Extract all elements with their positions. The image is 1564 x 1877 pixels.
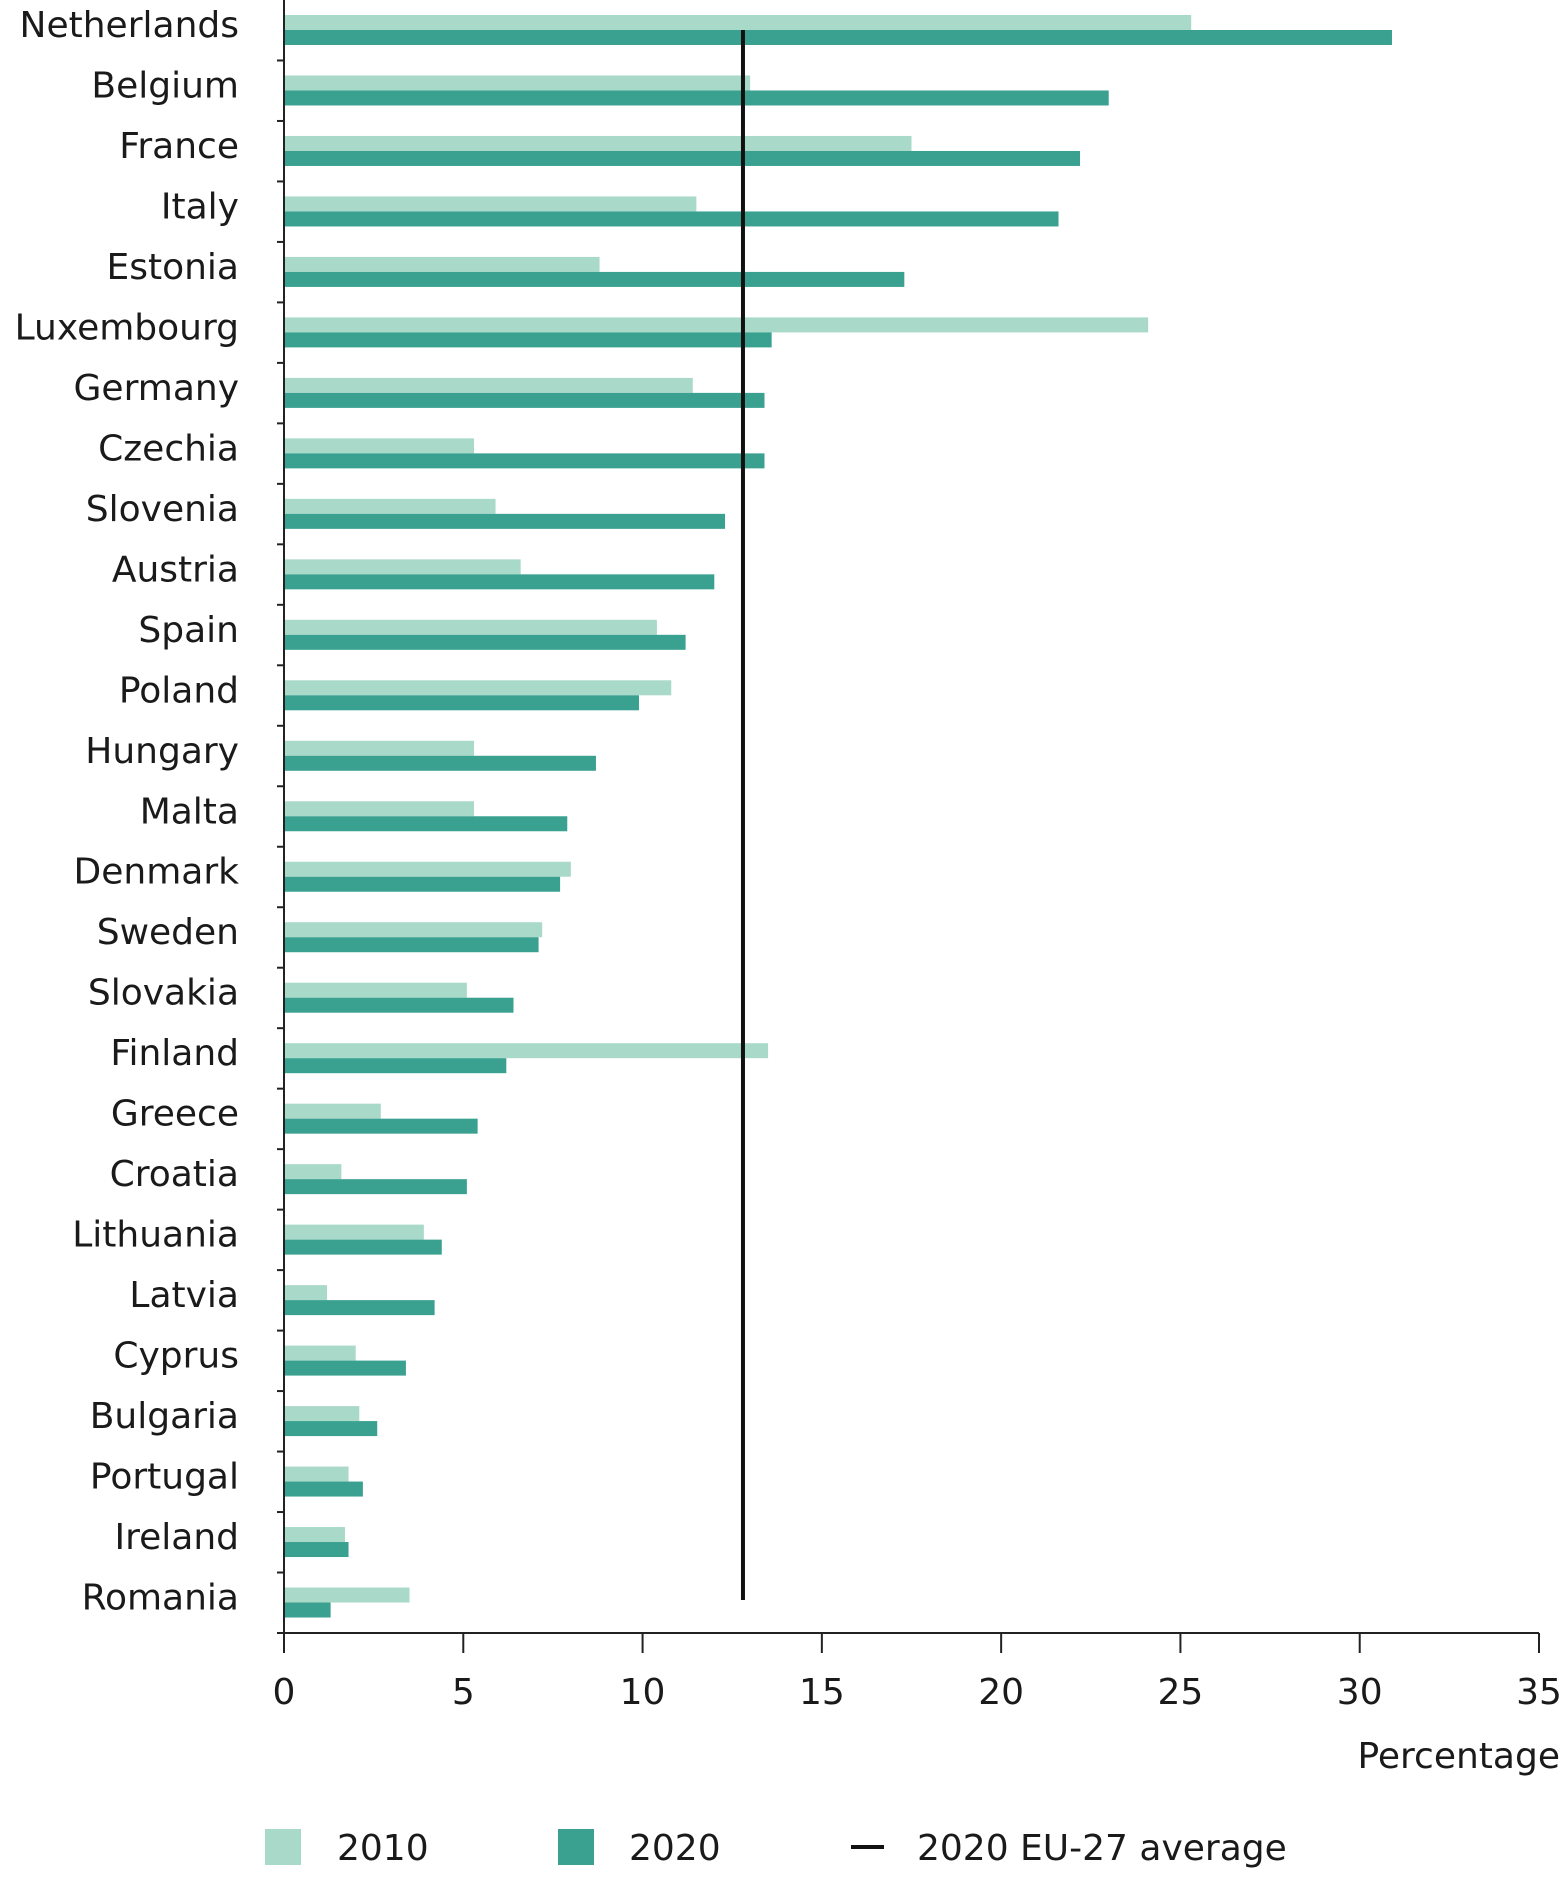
category-label: France (119, 126, 239, 167)
category-label: Denmark (74, 852, 240, 893)
legend-label-eu-average: 2020 EU-27 average (917, 1828, 1287, 1869)
bar-2010-malta (284, 801, 475, 817)
bar-2020-czechia (284, 453, 765, 469)
category-label: Sweden (97, 912, 239, 953)
bar-2010-luxembourg (284, 317, 1149, 333)
bar-2010-denmark (284, 861, 571, 877)
bar-2010-latvia (284, 1285, 328, 1301)
bar-2020-poland (284, 695, 639, 711)
bar-2010-belgium (284, 75, 751, 91)
bar-2020-denmark (284, 876, 561, 892)
bar-2020-belgium (284, 90, 1109, 106)
bar-2020-finland (284, 1058, 507, 1074)
category-label: Lithuania (72, 1215, 239, 1256)
bar-2020-hungary (284, 755, 596, 771)
bar-2010-sweden (284, 922, 543, 938)
category-label: Hungary (85, 731, 239, 772)
bar-2020-malta (284, 816, 568, 832)
bar-2020-estonia (284, 271, 905, 287)
bar-2010-poland (284, 680, 672, 696)
bar-2010-spain (284, 619, 657, 635)
x-tick-label: 10 (620, 1672, 666, 1713)
bar-2010-ireland (284, 1527, 345, 1543)
bar-2010-netherlands (284, 15, 1192, 30)
x-tick-label: 15 (799, 1672, 845, 1713)
legend-swatch-2020 (558, 1829, 594, 1865)
category-label: Greece (111, 1094, 239, 1135)
bar-2020-latvia (284, 1300, 435, 1316)
bar-2020-spain (284, 634, 686, 650)
category-label: Italy (161, 186, 239, 227)
bar-2020-romania (284, 1602, 331, 1618)
x-tick-label: 5 (452, 1672, 475, 1713)
category-label: Luxembourg (15, 307, 239, 348)
bar-2020-greece (284, 1118, 478, 1134)
bar-2010-slovakia (284, 982, 467, 998)
category-label: Slovenia (86, 489, 239, 530)
bar-2020-cyprus (284, 1360, 406, 1376)
x-tick-label: 25 (1158, 1672, 1204, 1713)
category-label: Spain (138, 610, 239, 651)
bar-2010-italy (284, 196, 697, 212)
x-axis-label: Percentage (1357, 1736, 1560, 1777)
bar-2010-lithuania (284, 1224, 424, 1240)
bar-2020-bulgaria (284, 1421, 378, 1437)
category-label: Cyprus (113, 1336, 239, 1377)
x-tick-label: 30 (1337, 1672, 1383, 1713)
category-label: Netherlands (20, 5, 239, 46)
bar-2020-lithuania (284, 1239, 442, 1255)
category-label: Finland (110, 1033, 239, 1074)
bar-2010-bulgaria (284, 1406, 360, 1422)
legend-label-2010: 2010 (337, 1828, 429, 1869)
category-label: Ireland (114, 1517, 239, 1558)
category-label: Slovakia (88, 973, 239, 1014)
bar-2010-finland (284, 1043, 769, 1059)
category-label: Portugal (90, 1457, 239, 1498)
bar-2020-italy (284, 211, 1059, 227)
bar-2020-luxembourg (284, 332, 772, 348)
x-tick-label: 0 (273, 1672, 296, 1713)
bar-2020-germany (284, 392, 765, 408)
legend-label-2020: 2020 (629, 1828, 721, 1869)
bar-2020-sweden (284, 937, 539, 953)
bar-2020-croatia (284, 1179, 467, 1195)
bar-2010-hungary (284, 740, 475, 756)
category-label: Poland (119, 670, 239, 711)
bar-2020-austria (284, 574, 715, 590)
bar-2010-austria (284, 559, 521, 575)
bar-2010-portugal (284, 1466, 349, 1482)
bar-2020-france (284, 150, 1081, 166)
bar-2010-romania (284, 1587, 410, 1603)
category-label: Belgium (91, 65, 239, 106)
x-tick-label: 35 (1516, 1672, 1562, 1713)
bar-2020-netherlands (284, 30, 1392, 45)
bar-2010-germany (284, 377, 693, 393)
bar-2010-estonia (284, 256, 600, 272)
bar-2010-greece (284, 1103, 381, 1119)
bar-2010-france (284, 135, 912, 151)
bar-2010-slovenia (284, 498, 496, 514)
bar-2010-cyprus (284, 1345, 356, 1361)
bar-2020-ireland (284, 1542, 349, 1558)
category-label: Austria (112, 549, 239, 590)
category-label: Latvia (129, 1275, 239, 1316)
bar-2020-portugal (284, 1481, 363, 1497)
category-label: Germany (74, 368, 239, 409)
category-label: Malta (140, 791, 239, 832)
bar-2010-croatia (284, 1164, 342, 1180)
bar-2010-czechia (284, 438, 475, 454)
category-label: Estonia (106, 247, 239, 288)
bar-2020-slovakia (284, 997, 514, 1013)
category-label: Croatia (110, 1154, 239, 1195)
legend-swatch-2010 (265, 1829, 301, 1865)
category-label: Romania (82, 1578, 239, 1619)
x-tick-label: 20 (978, 1672, 1024, 1713)
bar-2020-slovenia (284, 513, 726, 529)
category-label: Czechia (98, 428, 239, 469)
category-label: Bulgaria (90, 1396, 239, 1437)
